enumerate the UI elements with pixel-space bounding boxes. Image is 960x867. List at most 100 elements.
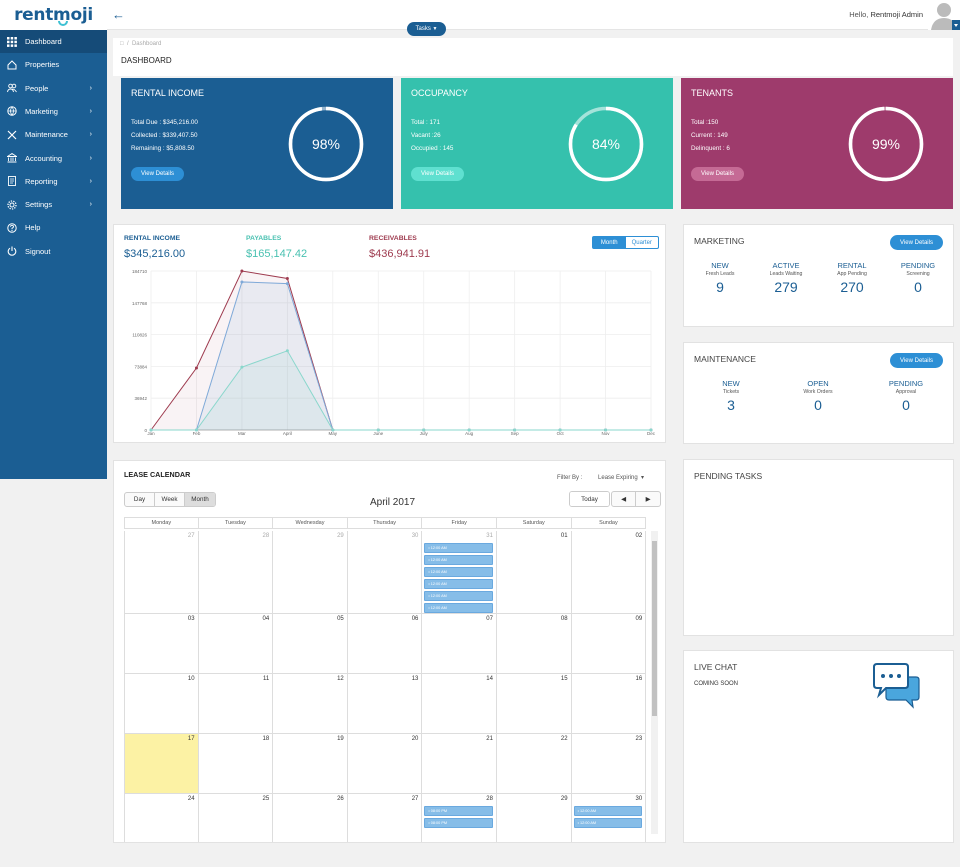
calendar-day-cell[interactable]: 27 bbox=[124, 531, 199, 614]
sidebar-item-settings[interactable]: Settings › bbox=[0, 193, 107, 216]
stat-pending[interactable]: PENDING Approval 0 bbox=[876, 379, 936, 413]
calendar-event[interactable]: • 12:00 AM bbox=[573, 806, 643, 816]
calendar-event[interactable]: • 12:00 AM bbox=[424, 591, 493, 601]
view-switcher: Day Week Month bbox=[124, 492, 216, 507]
stat-sublabel: Screening bbox=[906, 271, 930, 277]
calendar-day-cell[interactable]: 14 bbox=[422, 674, 497, 734]
calendar-day-cell[interactable]: 09 bbox=[571, 614, 647, 674]
calendar-day-cell[interactable]: 15 bbox=[497, 674, 572, 734]
back-arrow-icon[interactable]: ← bbox=[112, 7, 125, 22]
day-number: 23 bbox=[635, 736, 643, 742]
calendar-day-cell[interactable]: 26 bbox=[273, 794, 348, 842]
sidebar-item-reporting[interactable]: Reporting › bbox=[0, 170, 107, 193]
calendar-event[interactable]: • 12:00 AM bbox=[424, 555, 493, 565]
calendar-day-cell[interactable]: 22 bbox=[497, 734, 572, 794]
calendar-day-cell[interactable]: 21 bbox=[422, 734, 497, 794]
sidebar-item-properties[interactable]: Properties bbox=[0, 53, 107, 76]
chat-bubbles-icon[interactable] bbox=[872, 663, 920, 709]
data-point bbox=[422, 428, 426, 432]
calendar-event[interactable]: • 12:00 AM bbox=[424, 543, 493, 553]
calendar-day-cell[interactable]: 17 bbox=[124, 734, 199, 794]
calendar-day-cell[interactable]: 04 bbox=[198, 614, 274, 674]
month-view-button[interactable]: Month bbox=[185, 493, 215, 506]
x-tick-label: Aug bbox=[465, 431, 474, 436]
sidebar-item-dashboard[interactable]: Dashboard bbox=[0, 30, 107, 53]
today-button[interactable]: Today bbox=[570, 492, 609, 506]
filter-select[interactable]: Lease Expiring ▾ bbox=[598, 475, 645, 481]
calendar-day-cell[interactable]: 03 bbox=[124, 614, 199, 674]
calendar-day-cell[interactable]: 18 bbox=[198, 734, 274, 794]
day-number: 22 bbox=[560, 736, 568, 742]
prev-arrow-icon[interactable]: ◀ bbox=[612, 492, 636, 506]
calendar-day-cell[interactable]: 30 • 12:00 AM • 12:00 AM bbox=[571, 794, 647, 842]
calendar-day-cell[interactable]: 31 • 12:00 AM • 12:00 AM • 12:00 AM • 12:00 … bbox=[422, 531, 497, 614]
calendar-event[interactable]: • 12:00 AM bbox=[573, 818, 643, 828]
calendar-day-cell[interactable]: 11 bbox=[198, 674, 274, 734]
calendar-day-cell[interactable]: 07 bbox=[422, 614, 497, 674]
calendar-day-cell[interactable]: 12 bbox=[273, 674, 348, 734]
calendar-event[interactable]: • 12:00 AM bbox=[424, 579, 493, 589]
calendar-day-cell[interactable]: 08 bbox=[497, 614, 572, 674]
month-toggle[interactable]: Month bbox=[593, 237, 626, 248]
view-details-button[interactable]: View Details bbox=[411, 167, 464, 181]
calendar-event[interactable]: • 12:00 AM bbox=[424, 567, 493, 577]
maintenance-view-details-button[interactable]: View Details bbox=[890, 353, 943, 368]
calendar-day-cell[interactable]: 19 bbox=[273, 734, 348, 794]
calendar-day-cell[interactable]: 27 bbox=[347, 794, 423, 842]
view-details-button[interactable]: View Details bbox=[131, 167, 184, 181]
day-number: 01 bbox=[560, 533, 568, 539]
calendar-day-cell[interactable]: 28 • 08:00 PM • 08:00 PM bbox=[422, 794, 497, 842]
calendar-day-cell[interactable]: 29 bbox=[497, 794, 572, 842]
stat-new[interactable]: NEW Fresh Leads 9 bbox=[690, 261, 750, 295]
calendar-day-cell[interactable]: 16 bbox=[571, 674, 647, 734]
marketing-view-details-button[interactable]: View Details bbox=[890, 235, 943, 250]
calendar-day-cell[interactable]: 23 bbox=[571, 734, 647, 794]
sidebar-item-help[interactable]: Help bbox=[0, 216, 107, 239]
day-view-button[interactable]: Day bbox=[125, 493, 155, 506]
quarter-toggle[interactable]: Quarter bbox=[631, 239, 652, 246]
scroll-thumb[interactable] bbox=[652, 541, 657, 716]
calendar-day-cell[interactable]: 28 bbox=[198, 531, 274, 614]
view-details-button[interactable]: View Details bbox=[691, 167, 744, 181]
calendar-day-cell[interactable]: 30 bbox=[347, 531, 423, 614]
sidebar-item-signout[interactable]: Signout bbox=[0, 240, 107, 263]
stat-sublabel: Leads Waiting bbox=[769, 271, 803, 277]
stat-active[interactable]: ACTIVE Leads Waiting 279 bbox=[756, 261, 816, 295]
calendar-event[interactable]: • 08:00 PM bbox=[424, 806, 493, 816]
week-view-button[interactable]: Week bbox=[155, 493, 185, 506]
calendar-event[interactable]: • 08:00 PM bbox=[424, 818, 493, 828]
calendar-day-cell[interactable]: 29 bbox=[273, 531, 348, 614]
avatar[interactable] bbox=[928, 0, 960, 30]
stat-pending[interactable]: PENDING Screening 0 bbox=[888, 261, 948, 295]
calendar-scrollbar[interactable] bbox=[651, 531, 658, 834]
stat-sublabel: App Pending bbox=[837, 271, 867, 277]
stat-open[interactable]: OPEN Work Orders 0 bbox=[788, 379, 848, 413]
day-number: 02 bbox=[635, 533, 643, 539]
marketing-title: MARKETING bbox=[694, 236, 745, 246]
tasks-dropdown-button[interactable]: Tasks ▼ bbox=[407, 22, 446, 36]
calendar-day-cell[interactable]: 25 bbox=[198, 794, 274, 842]
calendar-day-cell[interactable]: 13 bbox=[347, 674, 423, 734]
home-icon bbox=[7, 60, 17, 70]
calendar-day-cell[interactable]: 10 bbox=[124, 674, 199, 734]
logo[interactable]: rentmoji bbox=[0, 0, 107, 30]
day-number: 30 bbox=[411, 533, 419, 539]
stat-rental[interactable]: RENTAL App Pending 270 bbox=[822, 261, 882, 295]
sidebar-item-accounting[interactable]: Accounting › bbox=[0, 147, 107, 170]
sidebar-item-maintenance[interactable]: Maintenance › bbox=[0, 123, 107, 146]
calendar-day-cell[interactable]: 06 bbox=[347, 614, 423, 674]
sidebar-item-people[interactable]: People › bbox=[0, 77, 107, 100]
day-header: Sunday bbox=[571, 517, 647, 529]
data-point bbox=[194, 428, 198, 432]
stat-new[interactable]: NEW Tickets 3 bbox=[701, 379, 761, 413]
day-header: Monday bbox=[124, 517, 199, 529]
calendar-event[interactable]: • 12:00 AM bbox=[424, 603, 493, 613]
home-icon[interactable]: □ bbox=[120, 41, 124, 47]
next-arrow-icon[interactable]: ▶ bbox=[645, 495, 651, 503]
calendar-day-cell[interactable]: 05 bbox=[273, 614, 348, 674]
calendar-day-cell[interactable]: 02 bbox=[571, 531, 647, 614]
calendar-day-cell[interactable]: 20 bbox=[347, 734, 423, 794]
sidebar-item-marketing[interactable]: Marketing › bbox=[0, 100, 107, 123]
calendar-day-cell[interactable]: 24 bbox=[124, 794, 199, 842]
calendar-day-cell[interactable]: 01 bbox=[497, 531, 572, 614]
